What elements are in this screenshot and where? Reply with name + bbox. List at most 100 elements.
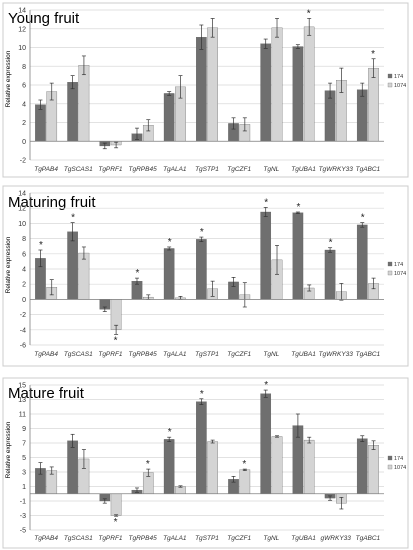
category-label: TgSCAS1	[64, 166, 93, 173]
panel-frame	[2, 2, 409, 178]
bar-174	[292, 212, 304, 300]
legend-label: 1074	[394, 83, 406, 89]
y-tick-label: 6	[22, 251, 26, 258]
bar-174	[67, 231, 78, 300]
significance-marker: *	[168, 237, 172, 248]
y-tick-label: 5	[22, 455, 26, 462]
y-tick-label: 0	[22, 297, 26, 304]
panel-maturing-fruit: Maturing fruit Relative expression -6-4-…	[2, 185, 409, 367]
y-tick-label: -5	[20, 528, 26, 535]
category-label: TgALA1	[163, 535, 187, 542]
panel-title: Young fruit	[8, 10, 80, 27]
bar-174	[67, 82, 78, 142]
y-tick-label: 4	[22, 101, 26, 108]
category-label: TgCZF1	[227, 166, 251, 173]
y-tick-label: -6	[20, 343, 26, 350]
category-label: TgCZF1	[227, 535, 251, 542]
panel-frame	[2, 185, 409, 367]
y-tick-label: -4	[20, 327, 26, 334]
significance-marker: *	[136, 268, 140, 279]
y-tick-label: 0	[22, 139, 26, 146]
y-tick-label: 12	[18, 26, 26, 33]
y-tick-label: 12	[18, 206, 26, 213]
significance-marker: *	[307, 8, 311, 19]
bar-1074	[239, 469, 251, 494]
panel-young-fruit: Young fruit Relative expression -2 0 2 4 6 8 1…	[2, 2, 409, 178]
significance-marker: *	[168, 427, 172, 438]
significance-marker: *	[114, 517, 118, 528]
category-label: TgWRKY33	[319, 166, 354, 173]
y-tick-label: 7	[22, 441, 26, 448]
category-label: TgUBA1	[291, 351, 316, 358]
y-tick-label: 14	[18, 8, 26, 15]
bar-174	[196, 37, 207, 142]
category-label: TgRPB45	[129, 351, 158, 358]
y-tick-label: 13	[18, 397, 26, 404]
y-tick-label: 1	[22, 484, 26, 491]
legend-swatch	[387, 82, 393, 88]
category-label: TgPRF1	[98, 166, 123, 173]
category-label: TgSTP1	[195, 535, 219, 542]
significance-marker: *	[329, 238, 333, 249]
bar-1074	[207, 27, 218, 142]
y-tick-label: 11	[19, 412, 26, 419]
significance-marker: *	[242, 459, 246, 470]
y-tick-label: 15	[18, 383, 26, 390]
y-tick-label: 8	[22, 64, 26, 71]
category-label: TgABC1	[356, 351, 381, 358]
y-tick-label: -2	[20, 158, 26, 165]
bar-174	[163, 93, 175, 142]
legend-label: 174	[394, 456, 403, 462]
y-tick-label: 9	[22, 426, 26, 433]
bar-174	[260, 211, 272, 300]
y-tick-label: -1	[20, 499, 26, 506]
y-tick-label: 4	[22, 267, 26, 274]
bar-174	[196, 239, 207, 300]
category-label: TgABC1	[356, 535, 381, 542]
bar-1074	[303, 26, 315, 142]
significance-marker: *	[264, 197, 268, 208]
significance-marker: *	[371, 49, 375, 60]
category-label: TgWRKY33	[319, 351, 354, 358]
bar-1074	[303, 439, 315, 494]
panel-mature-fruit: Mature fruit Relative expression -5 -3 -1 1…	[2, 377, 409, 549]
bar-174	[163, 439, 175, 494]
y-axis-label: Relative expression	[5, 421, 12, 478]
significance-marker: *	[361, 213, 365, 224]
bar-174	[356, 438, 368, 494]
category-label: TgALA1	[163, 166, 187, 173]
significance-marker: *	[264, 380, 268, 391]
category-label: TgALA1	[163, 351, 187, 358]
legend-swatch	[387, 73, 393, 79]
bar-174	[67, 440, 78, 494]
y-tick-label: 3	[22, 470, 26, 477]
legend-label: 1074	[394, 465, 406, 471]
bar-1074	[368, 445, 379, 494]
category-label: TgNL	[263, 535, 279, 542]
category-label: TgPAB4	[34, 166, 58, 173]
y-axis-label: Relative expression	[5, 236, 12, 293]
bar-174	[260, 43, 272, 142]
panel-title: Mature fruit	[8, 385, 85, 402]
bar-174	[324, 249, 336, 300]
bar-174	[35, 104, 46, 142]
category-label: TgUBA1	[291, 535, 316, 542]
category-label: TgSCAS1	[64, 351, 93, 358]
bar-174	[356, 89, 368, 142]
bar-1074	[175, 486, 186, 494]
category-label: TgCZF1	[227, 351, 251, 358]
category-label: TgRPB45	[129, 535, 158, 542]
significance-marker: *	[39, 240, 43, 251]
bar-174	[196, 401, 207, 494]
y-tick-label: 2	[22, 120, 26, 127]
significance-marker: *	[200, 389, 204, 400]
bar-1074	[207, 441, 218, 494]
bar-1074	[110, 493, 122, 516]
bar-174	[356, 224, 368, 300]
y-tick-label: 8	[22, 236, 26, 243]
bar-1074	[78, 65, 90, 142]
y-axis-label: Relative expression	[5, 50, 12, 107]
y-tick-label: 10	[18, 45, 26, 52]
significance-marker: *	[200, 227, 204, 238]
